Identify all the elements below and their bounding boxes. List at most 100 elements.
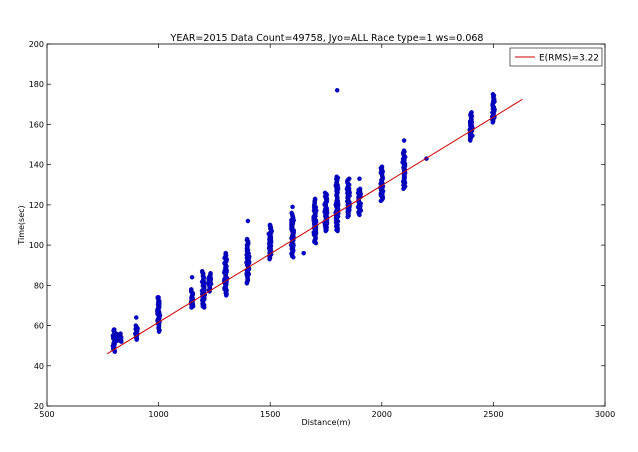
data-point [135, 326, 140, 331]
data-point [324, 199, 330, 204]
data-point [201, 275, 206, 280]
data-point [468, 132, 474, 137]
outlier-point [156, 295, 161, 300]
data-point [379, 180, 384, 185]
y-tick-label: 40 [34, 362, 44, 371]
data-point [378, 170, 384, 175]
outlier-point [245, 218, 251, 224]
outlier-point [267, 222, 273, 228]
data-point [346, 182, 351, 188]
data-point [492, 107, 497, 112]
data-point [155, 309, 160, 315]
plot-area [107, 88, 523, 355]
data-point [206, 277, 212, 283]
data-point [156, 329, 162, 334]
data-point [358, 208, 364, 213]
data-point [311, 205, 317, 210]
data-point [355, 204, 361, 210]
data-point [313, 227, 318, 232]
y-tick-label: 140 [29, 161, 44, 170]
data-point [245, 268, 251, 273]
data-point [208, 281, 213, 287]
data-point [323, 228, 328, 234]
data-point [290, 228, 296, 233]
data-point [266, 231, 271, 237]
x-axis-label: Distance(m) [301, 418, 350, 427]
legend-label: E(RMS)=3.22 [539, 54, 599, 64]
data-point [335, 198, 341, 204]
data-point [111, 344, 116, 349]
data-point [268, 245, 273, 251]
data-point [267, 256, 272, 262]
outlier-point [301, 250, 306, 256]
outlier-point [401, 138, 407, 143]
data-point [291, 248, 296, 253]
outlier-point [111, 327, 117, 332]
data-point [246, 255, 252, 261]
data-point [322, 202, 327, 207]
data-point [469, 121, 474, 126]
data-point [492, 99, 497, 104]
data-point [223, 293, 229, 298]
data-point [201, 305, 207, 310]
data-point [245, 273, 251, 278]
data-point [468, 138, 473, 143]
x-tick-label: 1000 [148, 410, 168, 419]
data-point [202, 282, 207, 288]
chart-title: YEAR=2015 Data Count=49758, Jyo=ALL Race… [170, 33, 484, 44]
data-point [313, 240, 319, 246]
data-point [314, 208, 319, 213]
data-point [490, 120, 495, 125]
data-point [355, 190, 361, 196]
data-point [244, 281, 250, 286]
data-point [345, 214, 350, 220]
data-point [202, 287, 207, 293]
outlier-point [134, 315, 139, 320]
axis-ticks: 500 1000 1500 2000 2500 3000 20 40 60 80 100 120 140… [29, 40, 615, 419]
data-point [347, 207, 352, 213]
y-axis-label: Time(sec) [17, 205, 26, 245]
outlier-point [290, 204, 295, 210]
data-point [269, 228, 274, 234]
outlier-point [334, 88, 340, 93]
y-tick-label: 180 [29, 80, 44, 89]
data-point [335, 228, 340, 234]
x-tick-label: 2500 [483, 410, 503, 419]
data-point [335, 186, 341, 192]
data-point [224, 257, 229, 263]
data-point [313, 219, 319, 225]
data-point [334, 214, 340, 220]
data-point [322, 210, 328, 216]
data-point [291, 254, 296, 260]
data-point [190, 291, 196, 297]
y-tick-label: 200 [29, 40, 44, 49]
data-point [378, 198, 384, 204]
y-tick-label: 80 [34, 281, 44, 290]
data-point [223, 284, 228, 290]
data-point [344, 186, 350, 192]
x-tick-label: 2000 [372, 410, 392, 419]
y-tick-label: 120 [29, 201, 44, 210]
outlier-point [357, 176, 362, 181]
data-point [401, 157, 407, 162]
y-tick-label: 60 [34, 322, 44, 331]
data-point [267, 236, 273, 242]
data-point [224, 269, 229, 274]
data-point [379, 191, 385, 196]
data-point [311, 214, 317, 220]
y-tick-label: 20 [34, 402, 44, 411]
x-tick-label: 3000 [595, 410, 615, 419]
data-point [246, 260, 252, 266]
data-point [290, 243, 296, 249]
legend: E(RMS)=3.22 [509, 47, 603, 67]
data-point [289, 224, 295, 229]
data-point [291, 217, 296, 223]
data-point [222, 276, 228, 282]
outlier-point [189, 275, 195, 280]
data-point [245, 247, 251, 253]
x-tick-label: 500 [39, 410, 54, 419]
data-point [311, 231, 317, 237]
data-point [156, 300, 162, 305]
